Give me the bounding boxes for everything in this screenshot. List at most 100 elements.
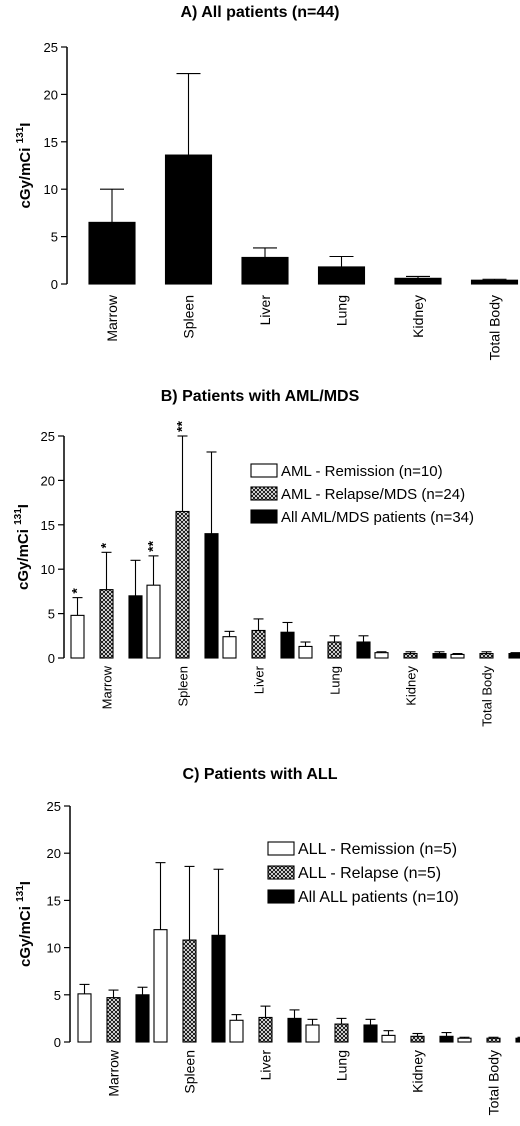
panel-b-bar: [222, 636, 237, 659]
panel-b-y-axis-label: cGy/mCi 131I: [13, 504, 32, 590]
panel-b-y-tick-label: 0: [48, 651, 55, 666]
panel-a-y-tick-label: 15: [44, 135, 58, 150]
panel-b-bar: [146, 584, 161, 659]
panel-c-y-tick-label: 20: [47, 846, 61, 861]
panel-a-bar: [394, 277, 442, 285]
panel-b-legend-label: All AML/MDS patients (n=34): [281, 509, 474, 526]
panel-c-bar: [153, 929, 168, 1043]
panel-c-y-tick-label: 25: [47, 799, 61, 814]
panel-a-bar: [88, 221, 136, 285]
panel-b-category-label: Total Body: [480, 666, 495, 727]
panel-a-category-label: Lung: [334, 295, 350, 326]
panel-c-category-label: Lung: [334, 1050, 350, 1081]
panel-a-y-tick-label: 20: [44, 87, 58, 102]
panel-c-legend-label: All ALL patients (n=10): [298, 889, 459, 906]
panel-b-y-tick-label: 15: [41, 518, 55, 533]
panel-c-bar: [287, 1017, 302, 1043]
panel-a-y-tick-label: 0: [51, 277, 58, 292]
panel-c-category-label: Total Body: [486, 1050, 502, 1115]
panel-b-significance-marker: *: [69, 588, 85, 594]
panel-c-legend-label: ALL - Remission (n=5): [298, 841, 457, 858]
panel-b-bar: [175, 510, 190, 659]
panel-c-legend-swatch: [267, 889, 295, 904]
panel-a-bar: [164, 154, 213, 285]
panel-b-bar: [327, 641, 342, 659]
panel-b-bar: [403, 653, 418, 659]
panel-a-y-tick-label: 5: [51, 230, 58, 245]
panel-a-y-tick-label: 10: [44, 182, 58, 197]
panel-b-bar: [479, 653, 494, 659]
panel-c-legend-swatch: [267, 865, 295, 880]
panel-b-significance-marker: **: [145, 540, 161, 551]
panel-b-y-tick-label: 5: [48, 607, 55, 622]
panel-a-title: A) All patients (n=44): [180, 4, 340, 21]
panel-c-category-label: Liver: [258, 1050, 274, 1081]
panel-a-category-label: Spleen: [181, 295, 197, 339]
panel-c-category-label: Spleen: [182, 1050, 198, 1094]
panel-b-y-tick-label: 20: [41, 473, 55, 488]
panel-b-bar: [251, 629, 266, 659]
panel-a-bar: [241, 256, 289, 285]
panel-c-bar: [334, 1023, 349, 1043]
panel-c-bar: [211, 934, 226, 1043]
panel-c-bar: [363, 1024, 378, 1043]
panel-a-bar: [317, 266, 366, 285]
panel-b-legend-swatch: [250, 509, 278, 524]
panel-c-bar: [486, 1037, 501, 1043]
panel-a-category-label: Total Body: [487, 295, 503, 360]
panel-c-y-tick-label: 10: [47, 941, 61, 956]
panel-b-legend-label: AML - Relapse/MDS (n=24): [281, 486, 465, 503]
panel-b-bar: [374, 652, 389, 659]
panel-b-category-label: Liver: [252, 665, 267, 694]
panel-b-bar: [128, 595, 143, 659]
panel-b-title: B) Patients with AML/MDS: [160, 388, 360, 405]
panel-b-bar: [298, 645, 313, 659]
panel-c-category-label: Kidney: [410, 1050, 426, 1093]
panel-b-legend-label: AML - Remission (n=10): [281, 463, 443, 480]
panel-c-bar: [515, 1037, 520, 1043]
panel-a-y-axis-label: cGy/mCi 131I: [15, 123, 34, 209]
panel-c-bar: [410, 1035, 425, 1043]
panel-c-bar: [106, 997, 121, 1043]
panel-c-bar: [77, 993, 92, 1043]
panel-b-bar: [204, 533, 219, 659]
panel-c-title: C) Patients with ALL: [182, 766, 338, 783]
panel-b-bar: [280, 631, 295, 659]
panel-c-bar: [135, 994, 150, 1043]
panel-a-bar: [470, 279, 519, 285]
panel-b-legend-swatch: [250, 486, 278, 501]
panel-b-significance-marker: *: [98, 542, 114, 548]
panel-c-y-axis-label: cGy/mCi 131I: [15, 881, 34, 967]
panel-c-bar: [381, 1034, 396, 1043]
panel-c-bar: [182, 939, 197, 1043]
panel-b-category-label: Lung: [328, 666, 343, 695]
panel-c-y-tick-label: 0: [54, 1035, 61, 1050]
panel-c-y-tick-label: 15: [47, 893, 61, 908]
panel-c-y-tick-label: 5: [54, 988, 61, 1003]
panel-a-category-label: Kidney: [410, 295, 426, 338]
panel-c-bar: [258, 1016, 273, 1043]
panel-a-category-label: Liver: [257, 295, 273, 326]
panel-a-y-tick-label: 25: [44, 40, 58, 55]
panel-c-category-label: Marrow: [106, 1049, 122, 1097]
panel-b-significance-marker: **: [174, 421, 190, 432]
panel-b-bar: [99, 589, 114, 659]
panel-c-bar: [439, 1035, 454, 1043]
panel-b-category-label: Marrow: [100, 665, 115, 709]
panel-c-bar: [229, 1019, 244, 1043]
panel-b-category-label: Spleen: [176, 666, 191, 706]
panel-b-bar: [432, 653, 447, 659]
panel-b-y-tick-label: 10: [41, 562, 55, 577]
panel-c-bar: [305, 1024, 320, 1043]
panel-b-y-tick-label: 25: [41, 429, 55, 444]
panel-b-bar: [70, 614, 85, 659]
panel-c-legend-swatch: [267, 841, 295, 856]
panel-b-legend-swatch: [250, 463, 278, 478]
panel-b-bar: [450, 653, 465, 659]
panel-a-category-label: Marrow: [104, 294, 120, 342]
panel-c-bar: [457, 1037, 472, 1043]
panel-b-bar: [508, 653, 520, 659]
panel-c-legend-label: ALL - Relapse (n=5): [298, 865, 441, 882]
panel-b-category-label: Kidney: [404, 666, 419, 706]
